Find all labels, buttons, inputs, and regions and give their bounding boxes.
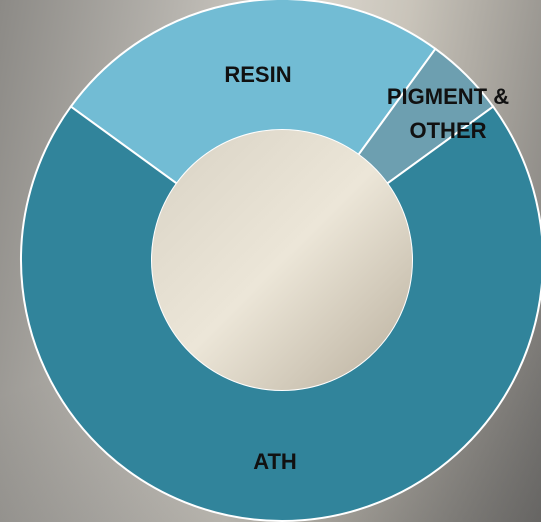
segment-label: ATH (195, 445, 355, 479)
segment-label: PIGMENT & OTHER (368, 80, 528, 148)
segment-label: RESIN (178, 58, 338, 92)
donut-hole (152, 130, 412, 390)
chart: RESIN PIGMENT & OTHER ATH (0, 0, 541, 522)
